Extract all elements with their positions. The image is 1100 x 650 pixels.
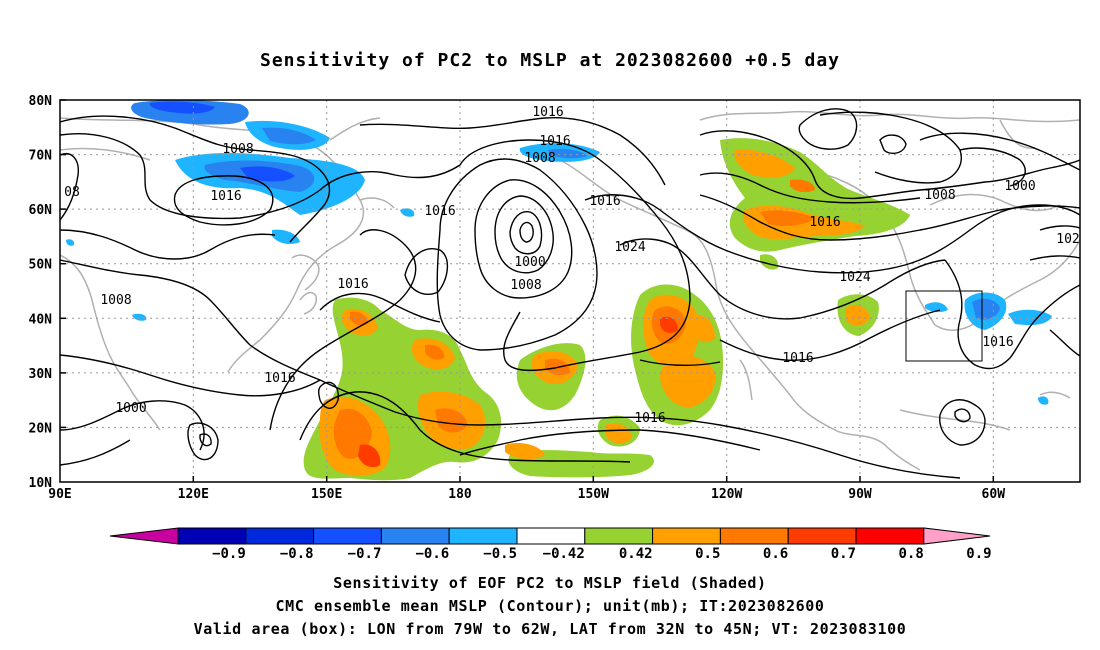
contour-label: 1016 [782, 351, 813, 366]
contour-label: 1000 [514, 255, 545, 270]
colorbar-swatch [855, 527, 925, 545]
colorbar-swatch [313, 527, 382, 545]
contour-label: 1016 [809, 215, 840, 230]
lat-label: 10N [29, 476, 53, 491]
colorbar-label: 0.7 [831, 546, 856, 562]
colorbar-label: 0.6 [763, 546, 788, 562]
colorbar-over-arrow [923, 527, 991, 545]
contour-label: 1000 [115, 401, 146, 416]
longitude-labels: 90E 120E 150E 180 150W 120W 90W 60W [48, 487, 1005, 502]
lon-label: 90W [848, 487, 872, 502]
colorbar-label: 0.9 [966, 546, 991, 562]
contour-label: 08 [64, 185, 80, 200]
lon-label: 120E [178, 487, 209, 502]
contour-label: 1016 [589, 194, 620, 209]
colorbar-label: 0.8 [899, 546, 924, 562]
contour-label: 1000 [1004, 179, 1035, 194]
colorbar-swatch [719, 527, 789, 545]
contour-label: 1016 [634, 411, 665, 426]
lon-label: 180 [448, 487, 472, 502]
colorbar-label: −0.6 [415, 546, 449, 562]
contour-label: 1016 [532, 105, 563, 120]
lat-label: 60N [29, 203, 53, 218]
valid-area-box [905, 290, 983, 362]
colorbar-label: 0.42 [619, 546, 653, 562]
contour-label: 1008 [100, 293, 131, 308]
contour-label: 1016 [210, 189, 241, 204]
axis-ticks [60, 99, 995, 482]
contour-label: 102 [1056, 232, 1079, 247]
lat-label: 80N [29, 94, 53, 109]
lon-label: 60W [982, 487, 1006, 502]
colorbar-label: −0.42 [543, 546, 585, 562]
lat-label: 70N [29, 149, 53, 164]
contour-label: 1016 [982, 335, 1013, 350]
colorbar-swatch [652, 527, 721, 545]
lon-label: 150E [311, 487, 342, 502]
caption-line-1: Sensitivity of EOF PC2 to MSLP field (Sh… [333, 574, 767, 592]
lat-lon-grid [60, 100, 1080, 482]
colorbar-swatch [177, 527, 247, 545]
mslp-contours [60, 108, 1080, 479]
figure-title: Sensitivity of PC2 to MSLP at 2023082600… [259, 50, 840, 71]
colorbar-label: −0.7 [348, 546, 382, 562]
colorbar-label: −0.8 [280, 546, 314, 562]
contour-label: 1016 [337, 277, 368, 292]
lat-label: 20N [29, 421, 53, 436]
strong-positive-shading [319, 149, 870, 476]
contour-label: 1016 [424, 204, 455, 219]
contour-label: 1008 [222, 142, 253, 157]
latitude-labels: 80N 70N 60N 50N 40N 30N 20N 10N [29, 94, 53, 491]
colorbar-label: 0.5 [695, 546, 720, 562]
colorbar-under-arrow [109, 527, 179, 545]
lat-label: 40N [29, 312, 53, 327]
lon-label: 120W [711, 487, 742, 502]
map-border [59, 99, 1081, 483]
colorbar-swatch [245, 527, 315, 545]
colorbar-label: −0.5 [483, 546, 517, 562]
contour-labels: 1016 1016 1008 1008 08 1016 1016 1016 10… [64, 105, 1080, 426]
lat-label: 30N [29, 367, 53, 382]
contour-label: 1016 [539, 134, 570, 149]
contour-label: 1024 [839, 270, 870, 285]
colorbar-swatch [584, 527, 654, 545]
colorbar-swatch [380, 527, 450, 545]
contour-label: 1008 [924, 188, 955, 203]
lon-label: 150W [578, 487, 609, 502]
lat-label: 50N [29, 258, 53, 273]
contour-label: 1024 [614, 240, 645, 255]
colorbar-swatch [516, 527, 586, 545]
contour-label: 1016 [264, 371, 295, 386]
caption-line-2: CMC ensemble mean MSLP (Contour); unit(m… [275, 597, 825, 615]
colorbar-label: −0.9 [212, 546, 246, 562]
lon-label: 90E [48, 487, 71, 502]
contour-label: 1008 [510, 278, 541, 293]
colorbar: −0.9 −0.8 −0.7 −0.6 −0.5 −0.42 0.42 0.5 0.6 0.7 0.… [109, 527, 992, 562]
colorbar-swatch [448, 527, 518, 545]
colorbar-swatch [787, 527, 857, 545]
contour-label: 1008 [524, 151, 555, 166]
caption-line-3: Valid area (box): LON from 79W to 62W, L… [193, 620, 907, 638]
